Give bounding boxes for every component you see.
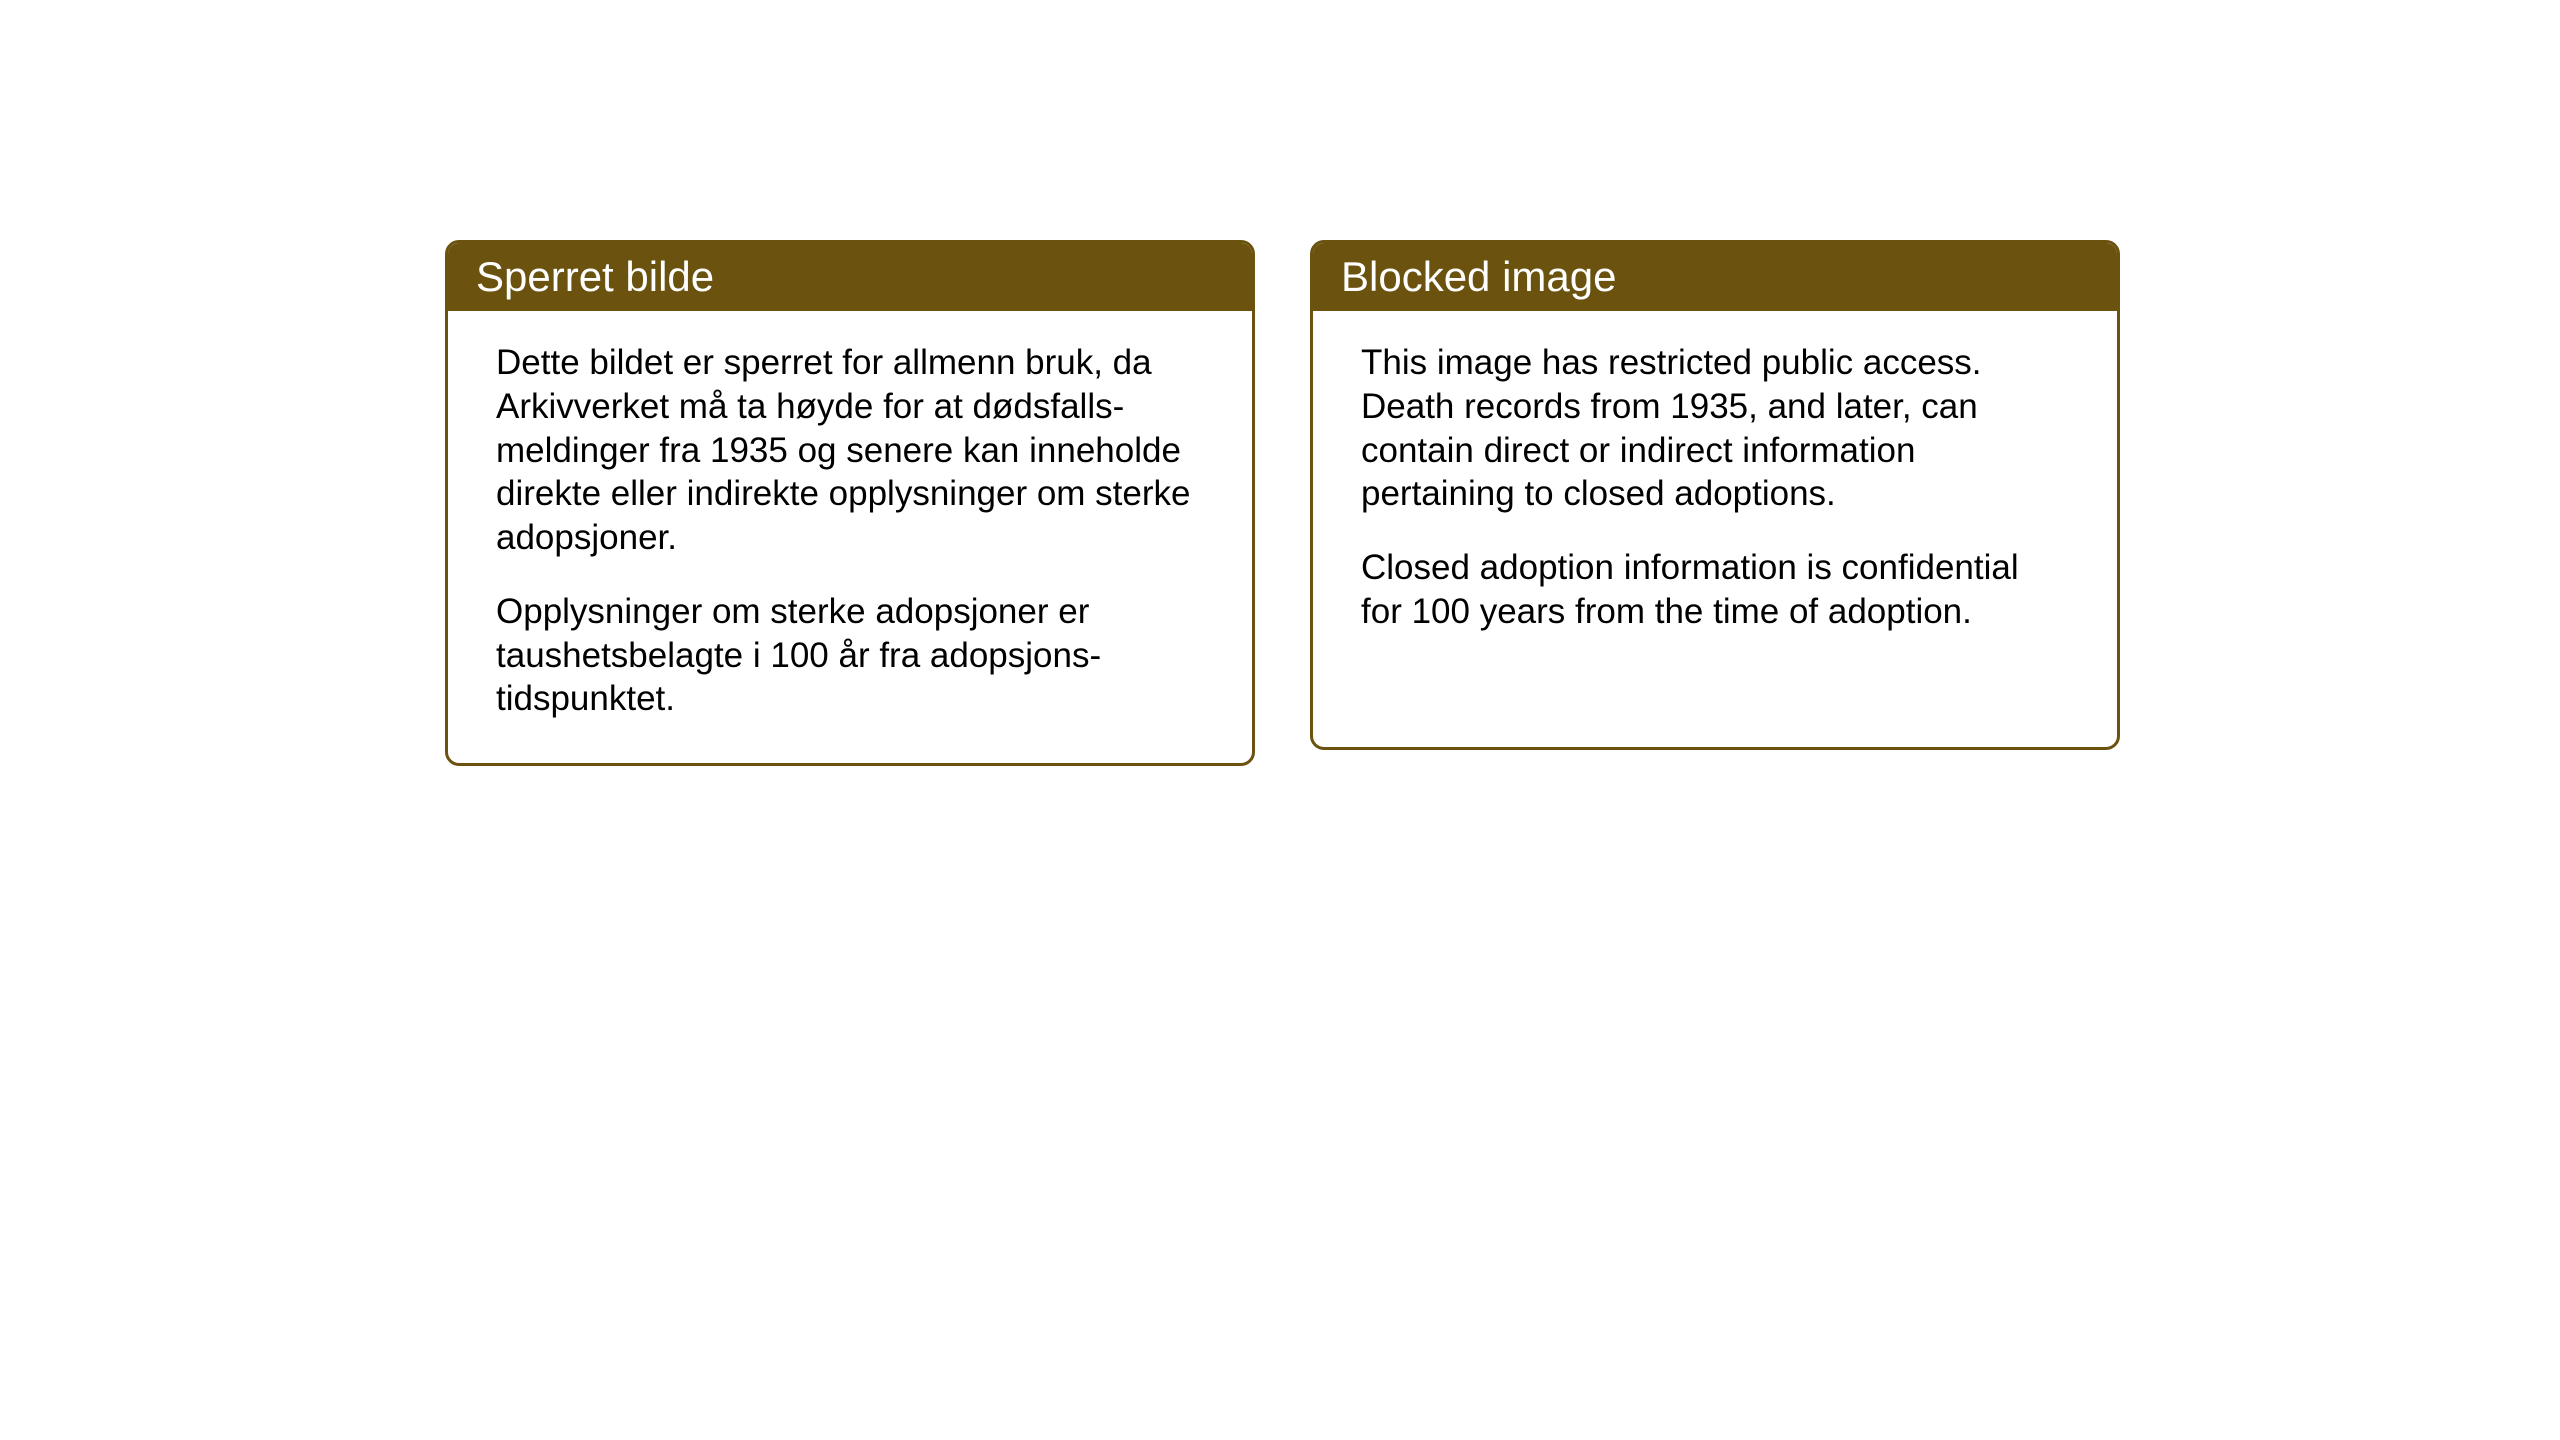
english-card-title: Blocked image bbox=[1313, 243, 2117, 311]
english-paragraph-1: This image has restricted public access.… bbox=[1361, 341, 2069, 516]
notice-container: Sperret bilde Dette bildet er sperret fo… bbox=[445, 240, 2120, 766]
norwegian-paragraph-1: Dette bildet er sperret for allmenn bruk… bbox=[496, 341, 1204, 560]
english-notice-card: Blocked image This image has restricted … bbox=[1310, 240, 2120, 750]
norwegian-notice-card: Sperret bilde Dette bildet er sperret fo… bbox=[445, 240, 1255, 766]
english-card-body: This image has restricted public access.… bbox=[1313, 311, 2117, 676]
english-paragraph-2: Closed adoption information is confident… bbox=[1361, 546, 2069, 634]
norwegian-card-body: Dette bildet er sperret for allmenn bruk… bbox=[448, 311, 1252, 763]
norwegian-card-title: Sperret bilde bbox=[448, 243, 1252, 311]
norwegian-paragraph-2: Opplysninger om sterke adopsjoner er tau… bbox=[496, 590, 1204, 721]
